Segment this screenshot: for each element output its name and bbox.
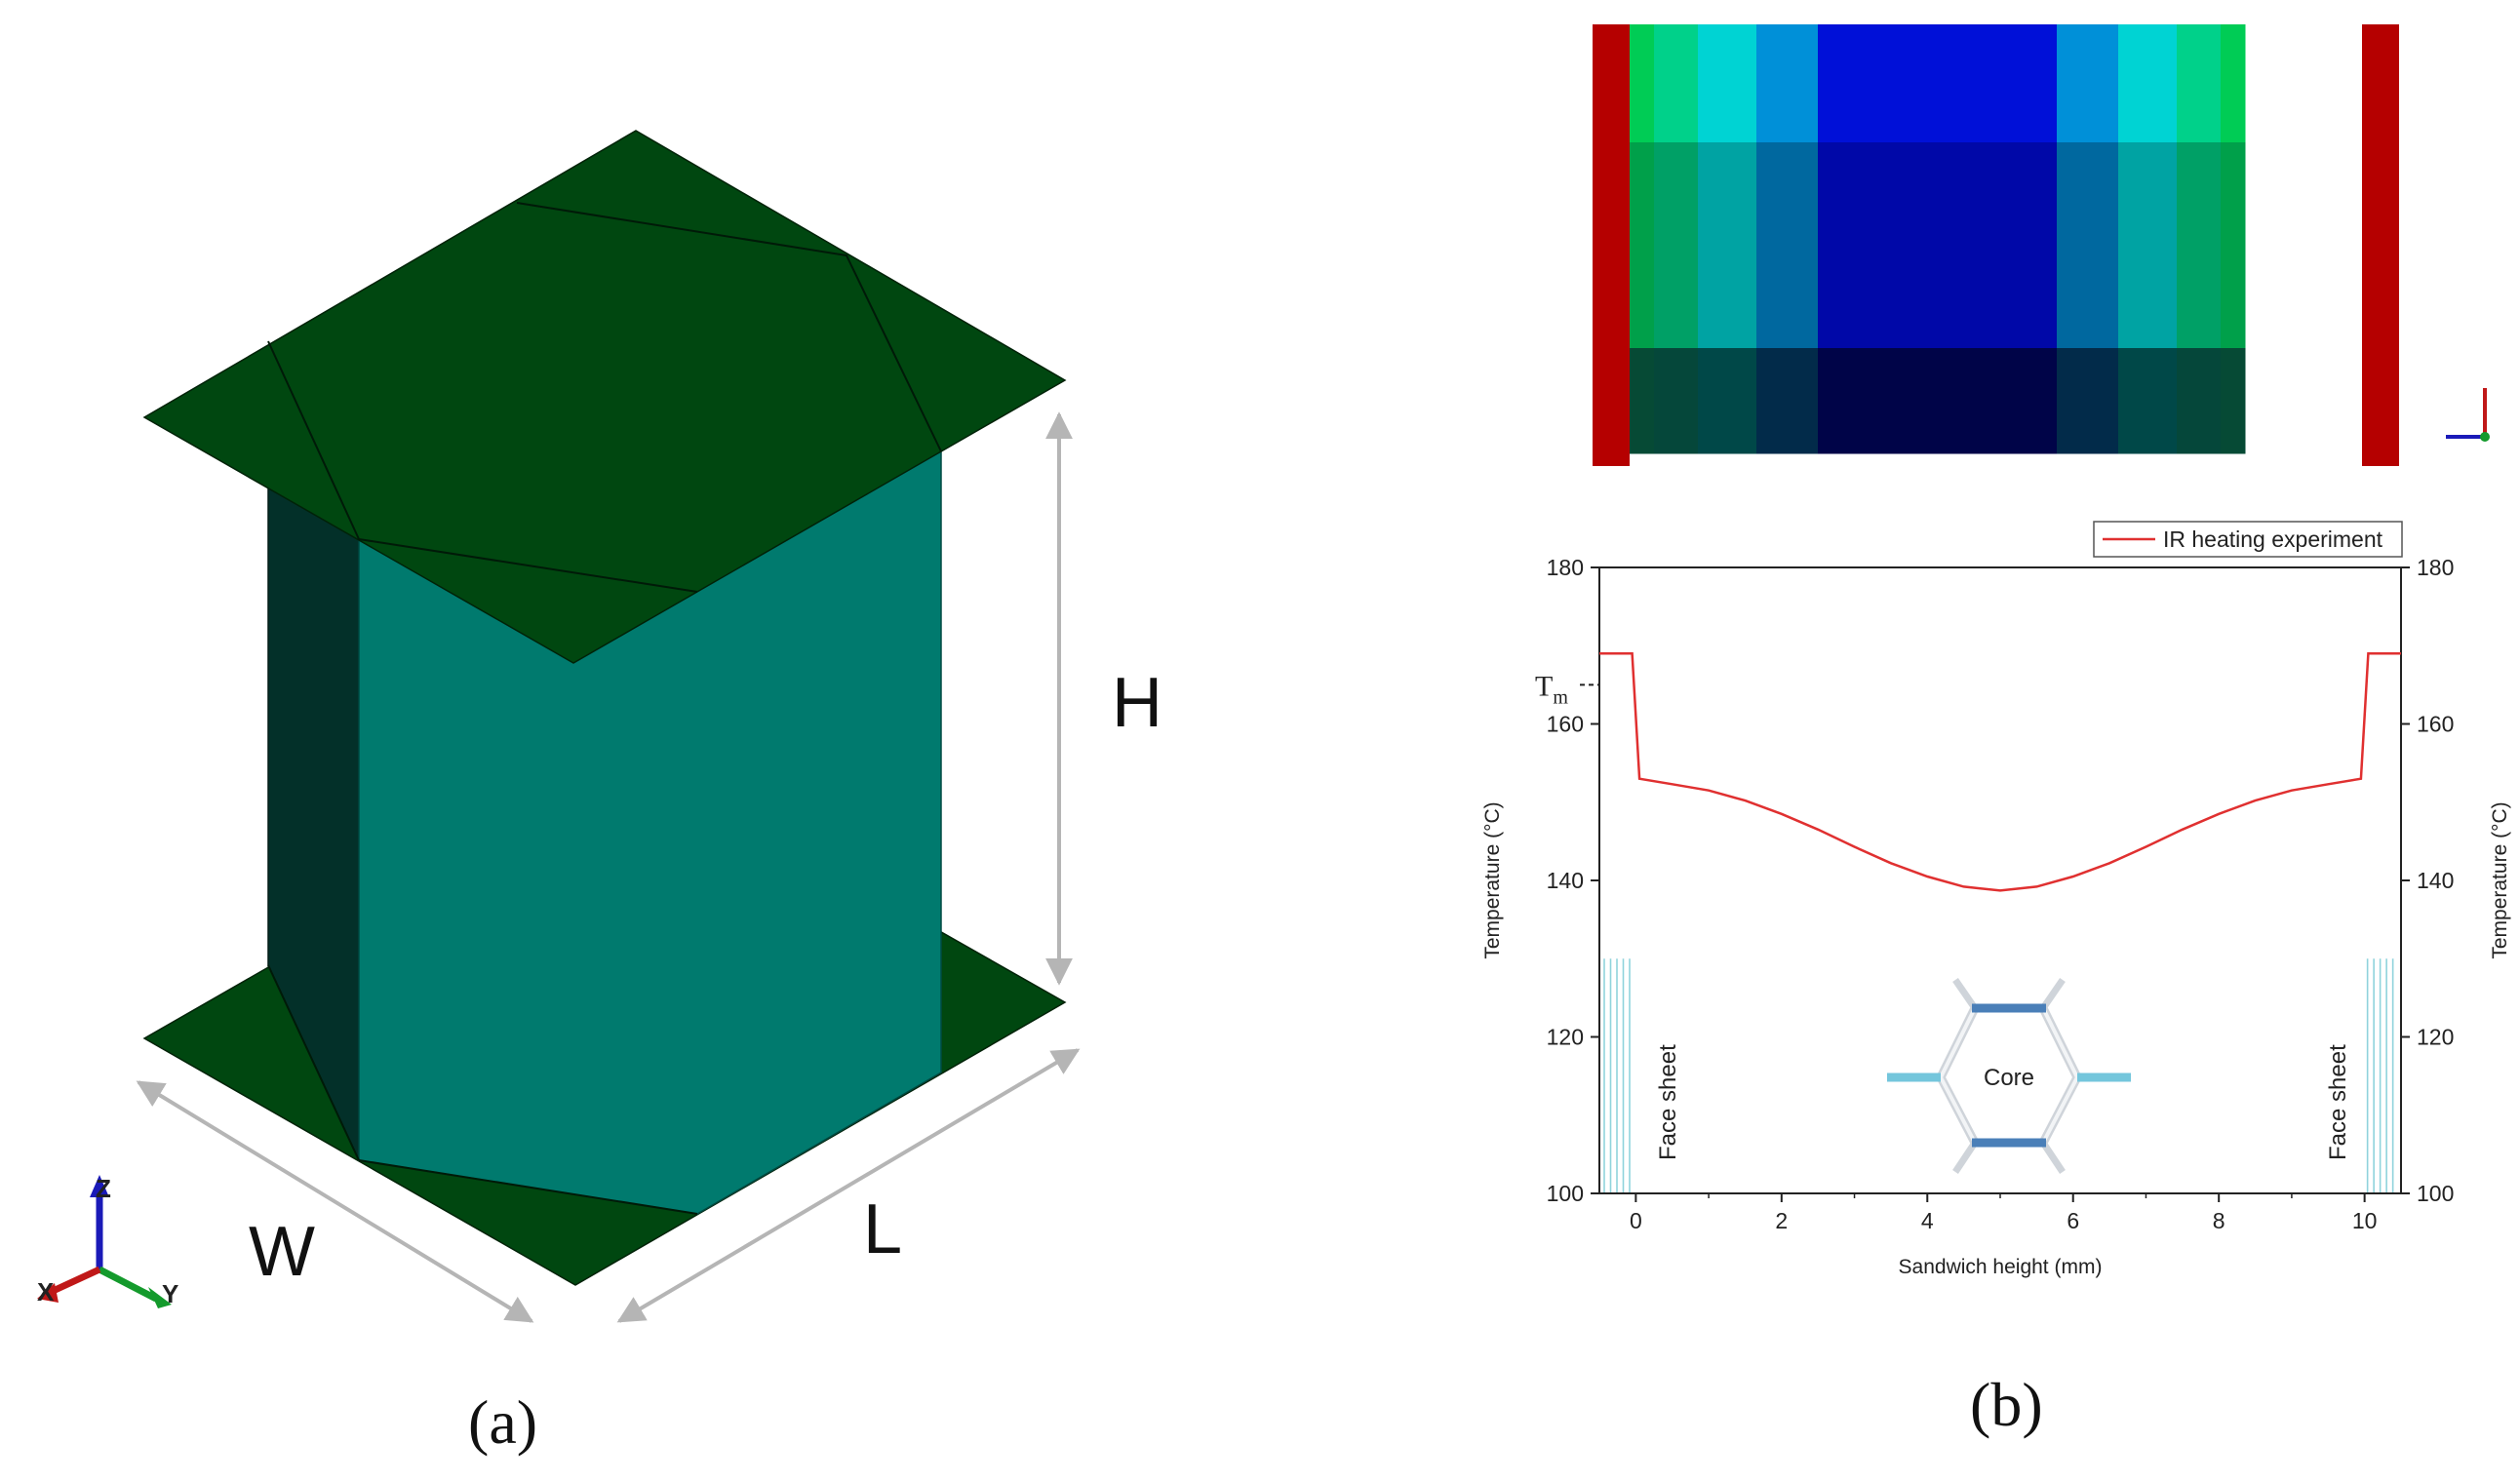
triad-y-label: Y bbox=[162, 1279, 178, 1308]
x-tick-label: 0 bbox=[1630, 1208, 1642, 1233]
contour-cell bbox=[2177, 24, 2222, 143]
contour-cell bbox=[1756, 24, 1819, 143]
y-tick-label-left: 120 bbox=[1547, 1025, 1584, 1050]
contour-cell bbox=[2221, 348, 2246, 454]
top-face-sheet bbox=[142, 130, 1067, 664]
contour-cell bbox=[1698, 24, 1757, 143]
contour-cell bbox=[1818, 142, 2058, 349]
top-core-outline bbox=[267, 340, 698, 593]
legend: IR heating experiment bbox=[2093, 521, 2403, 558]
contour-cell bbox=[2177, 348, 2222, 454]
contour-left-face-sheet bbox=[1593, 24, 1630, 466]
contour-cell bbox=[1630, 24, 1655, 143]
contour-cell bbox=[1818, 348, 2058, 454]
contour-cell bbox=[1654, 348, 1699, 454]
contour-cell bbox=[2057, 24, 2119, 143]
contour-cell bbox=[1630, 142, 1655, 349]
axis-ticks: 0 2 4 6 8 10 100 100 120 120 140 140 160 160 180 180 bbox=[1547, 555, 2455, 1233]
x-tick-label: 10 bbox=[2352, 1208, 2378, 1233]
y-axis-title-right: Temperature (°C) bbox=[2489, 801, 2511, 958]
x-tick-label: 8 bbox=[2213, 1208, 2225, 1233]
contour-cell bbox=[1698, 348, 1757, 454]
width-dimension-arrow bbox=[136, 1080, 534, 1323]
temperature-chart: Core Face sheet Face sheet 0 2 4 6 8 10 100 100… bbox=[1481, 521, 2511, 1278]
contour-cell bbox=[2057, 348, 2119, 454]
y-axis-title-left: Temperature (°C) bbox=[1481, 801, 1504, 958]
x-axis-title: Sandwich height (mm) bbox=[1899, 1256, 2103, 1278]
series-line-ir-heating bbox=[1599, 652, 2401, 892]
top-core-outline-2 bbox=[516, 202, 942, 452]
triad-x-label: X bbox=[37, 1277, 55, 1306]
y-tick-label-left: 100 bbox=[1547, 1181, 1584, 1206]
plot-frame bbox=[1598, 566, 2402, 1194]
contour-cell bbox=[1756, 142, 1819, 349]
length-label: L bbox=[863, 1190, 902, 1268]
panel-b-label: (b) bbox=[1970, 1370, 2043, 1439]
contour-cell bbox=[2118, 142, 2178, 349]
contour-cell bbox=[1756, 348, 1819, 454]
contour-cell bbox=[2221, 142, 2246, 349]
face-sheet-hatch-left bbox=[1603, 958, 1631, 1193]
contour-cell bbox=[1630, 348, 1655, 454]
width-label: W bbox=[249, 1213, 315, 1291]
coordinate-triad-b bbox=[2446, 388, 2490, 442]
contour-cell bbox=[2221, 24, 2246, 143]
core-cell-sketch: Core bbox=[1887, 978, 2131, 1174]
contour-cell bbox=[2118, 348, 2178, 454]
legend-entry: IR heating experiment bbox=[2163, 526, 2383, 552]
contour-cell bbox=[2177, 142, 2222, 349]
x-tick-label: 4 bbox=[1921, 1208, 1934, 1233]
y-tick-label-right: 140 bbox=[2417, 868, 2454, 893]
y-tick-label-right: 180 bbox=[2417, 555, 2454, 580]
y-tick-label-left: 180 bbox=[1547, 555, 1584, 580]
panel-b-contour bbox=[1593, 24, 2490, 466]
contour-cell bbox=[1818, 24, 2058, 143]
contour-cell bbox=[1698, 142, 1757, 349]
x-tick-label: 2 bbox=[1775, 1208, 1788, 1233]
contour-cell bbox=[2118, 24, 2178, 143]
triad-z-label: Z bbox=[96, 1174, 111, 1203]
contour-cell bbox=[1654, 142, 1699, 349]
contour-right-face-sheet bbox=[2362, 24, 2399, 466]
face-sheet-hatch-right bbox=[2366, 958, 2394, 1193]
y-tick-label-right: 100 bbox=[2417, 1181, 2454, 1206]
contour-plot bbox=[1630, 24, 2246, 454]
contour-cell bbox=[1654, 24, 1699, 143]
y-tick-label-left: 160 bbox=[1547, 712, 1584, 737]
core-label: Core bbox=[1984, 1065, 2034, 1091]
y-tick-label-right: 160 bbox=[2417, 712, 2454, 737]
y-tick-label-left: 140 bbox=[1547, 868, 1584, 893]
panel-a-label: (a) bbox=[468, 1387, 537, 1457]
tm-label: Tm bbox=[1535, 670, 1568, 708]
x-tick-label: 6 bbox=[2067, 1208, 2079, 1233]
coordinate-triad-a: Z Y X bbox=[37, 1174, 178, 1308]
length-dimension-arrow bbox=[616, 1048, 1081, 1323]
face-sheet-left-label: Face sheet bbox=[1655, 1044, 1681, 1160]
tm-annotation: Tm bbox=[1535, 670, 1599, 708]
height-label: H bbox=[1112, 664, 1162, 742]
panel-a: H W L Z Y X (a) bbox=[37, 130, 1162, 1457]
contour-cell bbox=[2057, 142, 2119, 349]
y-tick-label-right: 120 bbox=[2417, 1025, 2454, 1050]
face-sheet-right-label: Face sheet bbox=[2325, 1044, 2351, 1160]
